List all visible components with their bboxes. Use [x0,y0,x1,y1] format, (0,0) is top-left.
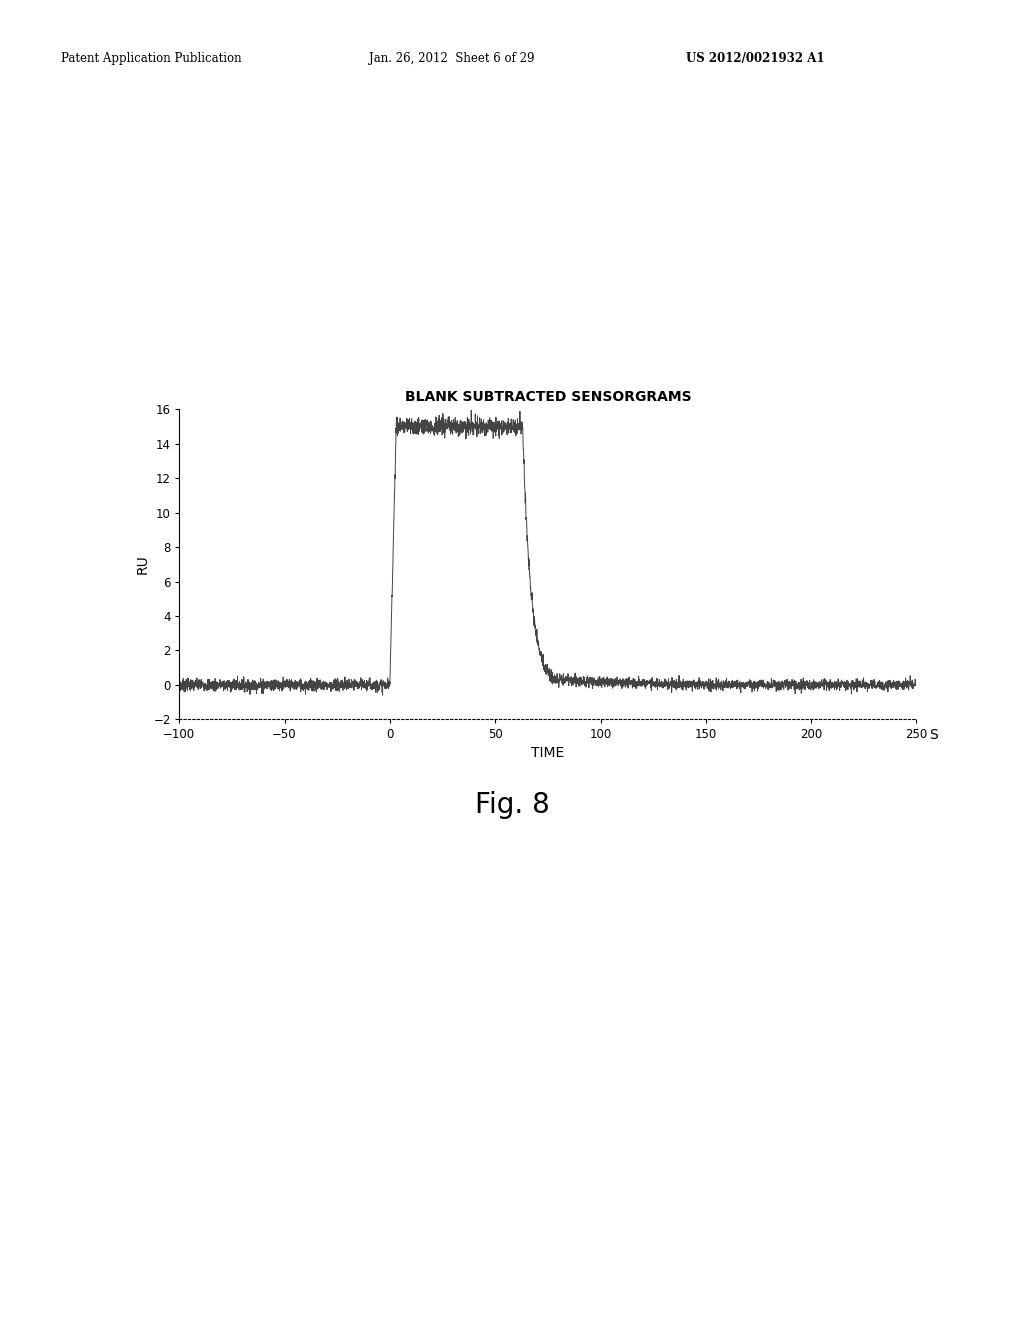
Text: S: S [929,729,938,742]
Text: Fig. 8: Fig. 8 [475,791,549,820]
X-axis label: TIME: TIME [531,746,564,760]
Text: Patent Application Publication: Patent Application Publication [61,51,242,65]
Y-axis label: RU: RU [135,554,150,574]
Title: BLANK SUBTRACTED SENSORGRAMS: BLANK SUBTRACTED SENSORGRAMS [404,389,691,404]
Text: Jan. 26, 2012  Sheet 6 of 29: Jan. 26, 2012 Sheet 6 of 29 [369,51,535,65]
Text: US 2012/0021932 A1: US 2012/0021932 A1 [686,51,824,65]
